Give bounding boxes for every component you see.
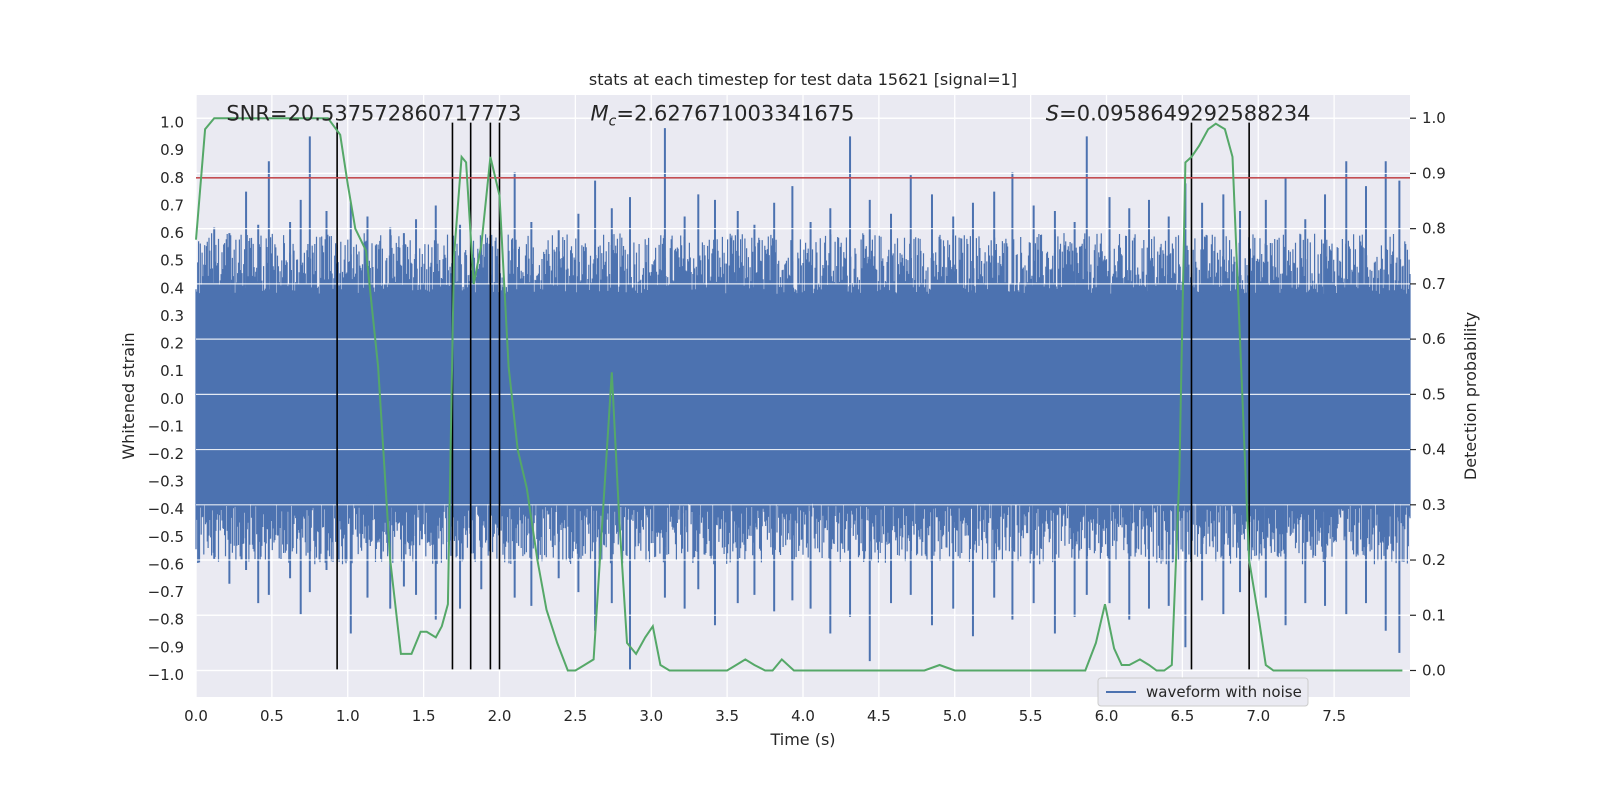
x-tick-label: 2.0 <box>488 707 512 725</box>
y-right-tick-label: 1.0 <box>1422 109 1446 127</box>
y-right-tick-label: 0.6 <box>1422 330 1446 348</box>
probability-series <box>195 117 1403 672</box>
annotation-subscript: c <box>609 114 617 130</box>
x-tick-label: 4.5 <box>867 707 891 725</box>
y-left-tick-label: −0.4 <box>148 500 184 518</box>
y-left-tick-label: −0.2 <box>148 445 184 463</box>
waveform-series <box>195 117 1411 672</box>
legend-label: waveform with noise <box>1146 683 1302 701</box>
y-right-tick-label: 0.1 <box>1422 606 1446 624</box>
y-left-tick-label: −0.6 <box>148 555 184 573</box>
x-tick-label: 3.0 <box>639 707 663 725</box>
x-tick-label: 3.5 <box>715 707 739 725</box>
x-tick-label: 0.0 <box>184 707 208 725</box>
x-tick-label: 4.0 <box>791 707 815 725</box>
x-tick-label: 1.5 <box>412 707 436 725</box>
y-left-tick-label: 0.9 <box>160 141 184 159</box>
y-left-tick-label: −0.9 <box>148 638 184 656</box>
x-tick-label: 0.5 <box>260 707 284 725</box>
y-left-tick-label: −1.0 <box>148 666 184 684</box>
y-axis-label-left: Whitened strain <box>119 332 138 459</box>
annotation-value: =0.0958649292588234 <box>1059 102 1310 126</box>
y-right-tick-label: 0.2 <box>1422 551 1446 569</box>
y-right-tick-label: 0.3 <box>1422 496 1446 514</box>
y-right-tick-label: 0.4 <box>1422 441 1446 459</box>
chart-title: stats at each timestep for test data 156… <box>589 70 1017 89</box>
annotation-snr: SNR=20.537572860717773 <box>226 102 521 126</box>
annotation-symbol: M <box>591 102 609 126</box>
x-tick-label: 7.0 <box>1246 707 1270 725</box>
y-right-tick-label: 0.5 <box>1422 385 1446 403</box>
y-left-tick-label: 0.1 <box>160 362 184 380</box>
legend-box <box>1097 677 1309 707</box>
x-tick-label: 6.5 <box>1170 707 1194 725</box>
y-left-tick-label: 1.0 <box>160 114 184 132</box>
y-left-tick-label: −0.5 <box>148 528 184 546</box>
legend: waveform with noise <box>1097 677 1309 707</box>
y-left-tick-label: 0.3 <box>160 307 184 325</box>
x-axis-label: Time (s) <box>769 730 835 749</box>
annotation-s: S=0.0958649292588234 <box>1046 102 1311 126</box>
annotation-symbol: S <box>1046 102 1059 126</box>
x-tick-label: 6.0 <box>1095 707 1119 725</box>
annotation-value: =2.627671003341675 <box>616 102 854 126</box>
y-left-tick-label: 0.6 <box>160 224 184 242</box>
annotations: SNR=20.537572860717773 Mc=2.6276710033416… <box>226 102 1310 130</box>
vertical-markers <box>336 122 1250 670</box>
x-tick-label: 5.0 <box>943 707 967 725</box>
y-left-tick-label: −0.8 <box>148 611 184 629</box>
y-left-tick-label: 0.7 <box>160 196 184 214</box>
y-left-tick-label: 0.2 <box>160 335 184 353</box>
y-left-tick-label: 0.8 <box>160 169 184 187</box>
y-left-tick-label: −0.1 <box>148 417 184 435</box>
axes: 0.0 0.5 1.0 1.5 2.0 2.5 3.0 3.5 4.0 4.5 5.0 5.5 6.0 6… <box>148 109 1446 725</box>
y-right-tick-label: 0.7 <box>1422 275 1446 293</box>
x-tick-label: 5.5 <box>1019 707 1043 725</box>
y-right-tick-label: 0.9 <box>1422 164 1446 182</box>
y-right-tick-label: 0.8 <box>1422 220 1446 238</box>
y-left-tick-label: −0.3 <box>148 473 184 491</box>
y-left-tick-label: −0.7 <box>148 583 184 601</box>
y-right-tick-label: 0.0 <box>1422 661 1446 679</box>
x-tick-label: 2.5 <box>563 707 587 725</box>
annotation-mc: Mc=2.627671003341675 <box>591 102 855 130</box>
y-left-tick-label: 0.5 <box>160 252 184 270</box>
y-left-tick-label: 0.4 <box>160 279 184 297</box>
x-tick-label: 1.0 <box>336 707 360 725</box>
x-tick-label: 7.5 <box>1322 707 1346 725</box>
y-left-tick-label: 0.0 <box>160 390 184 408</box>
waveform-core <box>196 302 1410 496</box>
probability-line <box>195 117 1403 672</box>
y-axis-label-right: Detection probability <box>1461 312 1480 480</box>
